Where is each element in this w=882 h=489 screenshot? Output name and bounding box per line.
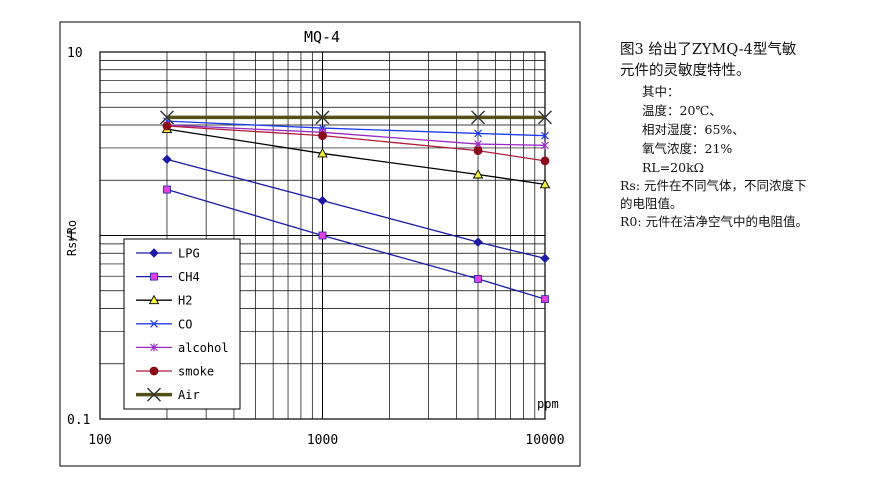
y-tick-label: 1 xyxy=(67,230,75,245)
legend-label: CH4 xyxy=(178,270,200,284)
description-heading-line-1: 图3 给出了ZYMQ-4型气敏 xyxy=(620,42,797,58)
legend-marker xyxy=(149,248,159,258)
legend: LPG CH4 H2 CO alcohol smoke Air xyxy=(123,238,241,410)
condition-oxygen: 氧气浓度：21% xyxy=(642,141,733,156)
condition-load-resistance: RL=20kΩ xyxy=(642,160,705,175)
x-tick-label: 100 xyxy=(88,433,111,448)
series-line-alcohol xyxy=(166,124,546,146)
series-lpg xyxy=(162,154,550,264)
condition-humidity: 相对湿度：65%、 xyxy=(642,122,745,137)
chart-svg: MQ-4 10 1 0.1 100 1000 10000 Rs/Ro ppm LPG CH4 H2 CO… xyxy=(59,21,581,467)
x-tick-label: 1000 xyxy=(307,433,338,448)
y-axis-label: Rs/Ro xyxy=(65,220,79,256)
legend-item-air: Air xyxy=(136,387,200,402)
series-air xyxy=(159,110,552,125)
data-point-air xyxy=(471,110,486,125)
y-tick-label: 0.1 xyxy=(67,413,90,428)
legend-label: alcohol xyxy=(178,341,229,355)
series-h2 xyxy=(161,123,551,189)
data-series xyxy=(159,110,552,304)
data-point-air xyxy=(315,110,330,125)
data-point-lpg xyxy=(162,154,172,165)
series-smoke xyxy=(162,121,550,166)
plot-border xyxy=(99,51,546,420)
data-point-smoke xyxy=(162,121,172,131)
series-line-co xyxy=(166,120,546,137)
series-line-smoke xyxy=(166,125,546,162)
legend-label: H2 xyxy=(178,294,192,308)
data-point-h2 xyxy=(317,148,328,158)
condition-temperature: 温度：20℃、 xyxy=(642,103,722,118)
description-panel: 图3 给出了ZYMQ-4型气敏 元件的灵敏度特性。 其中： 温度：20℃、 相对… xyxy=(620,40,875,231)
data-point-h2 xyxy=(472,169,484,179)
rs-definition-line-2: 的电阻值。 xyxy=(620,196,683,211)
data-point-smoke xyxy=(473,146,483,156)
legend-marker xyxy=(150,272,158,281)
data-point-ch4 xyxy=(163,185,171,194)
legend-label: smoke xyxy=(178,365,214,379)
legend-item-co: CO xyxy=(136,317,192,331)
data-point-ch4 xyxy=(541,295,549,304)
r0-definition: R0: 元件在洁净空气中的电阻值。 xyxy=(620,214,809,229)
mq4-sensitivity-chart: MQ-4 10 1 0.1 100 1000 10000 Rs/Ro ppm LPG CH4 H2 CO… xyxy=(59,21,581,467)
data-point-air xyxy=(538,110,552,125)
description-heading-line-2: 元件的灵敏度特性。 xyxy=(620,63,751,79)
legend-marker xyxy=(150,343,158,352)
x-unit-label: ppm xyxy=(537,397,559,411)
series-line-lpg xyxy=(166,158,546,260)
y-tick-label: 10 xyxy=(67,46,83,61)
x-tick-label: 10000 xyxy=(525,433,564,448)
conditions-label: 其中： xyxy=(642,84,680,99)
legend-label: CO xyxy=(178,317,192,331)
legend-item-smoke: smoke xyxy=(136,365,214,379)
legend-marker xyxy=(149,366,159,376)
legend-item-h2: H2 xyxy=(136,294,192,308)
data-point-ch4 xyxy=(474,275,482,283)
legend-marker xyxy=(147,387,161,402)
data-point-smoke xyxy=(540,156,550,166)
data-point-ch4 xyxy=(318,231,327,240)
data-point-lpg xyxy=(473,237,483,247)
chart-title: MQ-4 xyxy=(304,28,340,46)
legend-label: LPG xyxy=(178,247,200,261)
legend-item-alcohol: alcohol xyxy=(136,341,229,355)
legend-item-lpg: LPG xyxy=(136,247,200,261)
data-point-h2 xyxy=(539,178,551,189)
data-point-air xyxy=(159,110,174,125)
data-point-co xyxy=(474,129,482,138)
series-ch4 xyxy=(163,185,549,304)
legend-item-ch4: CH4 xyxy=(136,270,200,284)
data-point-alcohol xyxy=(541,141,549,150)
legend-marker xyxy=(148,294,160,305)
data-point-lpg xyxy=(317,195,328,206)
data-point-smoke xyxy=(318,131,327,141)
series-line-h2 xyxy=(166,128,546,185)
legend-marker xyxy=(150,319,158,328)
series-line-ch4 xyxy=(166,188,546,300)
data-point-co xyxy=(541,131,549,140)
legend-label: Air xyxy=(178,388,200,402)
rs-definition-line-1: Rs: 元件在不同气体，不同浓度下 xyxy=(620,178,807,193)
data-point-lpg xyxy=(540,253,550,264)
